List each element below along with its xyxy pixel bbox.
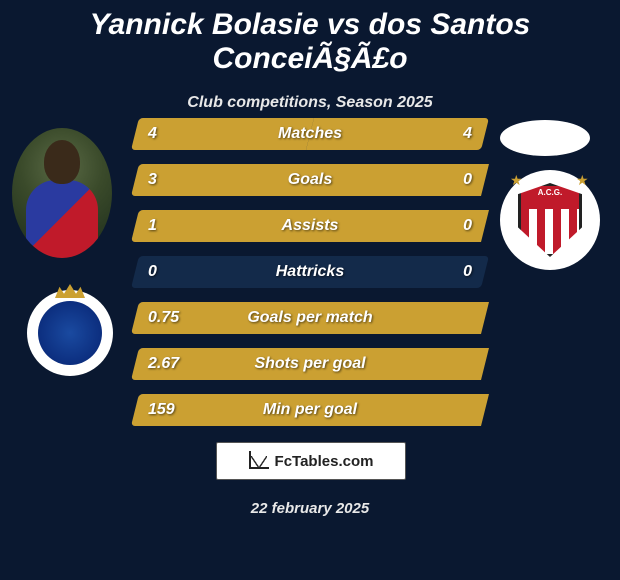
- stat-value-left: 159: [148, 394, 175, 426]
- stat-label: Goals per match: [0, 302, 620, 334]
- stat-value-left: 3: [148, 164, 157, 196]
- page-title: Yannick Bolasie vs dos Santos ConceiÃ§Ã£…: [0, 0, 620, 76]
- chart-icon: [249, 451, 269, 471]
- stat-value-left: 0.75: [148, 302, 179, 334]
- attribution-label: FcTables.com: [275, 453, 374, 470]
- stat-label: Min per goal: [0, 394, 620, 426]
- stat-value-left: 0: [148, 256, 157, 288]
- stat-value-right: 0: [463, 210, 472, 242]
- stat-label: Goals: [0, 164, 620, 196]
- stat-value-right: 4: [463, 118, 472, 150]
- page-subtitle: Club competitions, Season 2025: [0, 94, 620, 112]
- comparison-card: Yannick Bolasie vs dos Santos ConceiÃ§Ã£…: [0, 0, 620, 580]
- stats-area: Matches44Goals30Assists10Hattricks00Goal…: [0, 118, 620, 440]
- stat-value-left: 1: [148, 210, 157, 242]
- stat-label: Matches: [0, 118, 620, 150]
- stat-label: Hattricks: [0, 256, 620, 288]
- date-label: 22 february 2025: [0, 500, 620, 517]
- stat-label: Shots per goal: [0, 348, 620, 380]
- stat-value-right: 0: [463, 164, 472, 196]
- attribution-box[interactable]: FcTables.com: [216, 442, 406, 480]
- stat-row: Min per goal159: [0, 394, 620, 440]
- stat-value-left: 2.67: [148, 348, 179, 380]
- stat-row: Assists1 0: [0, 210, 620, 256]
- stat-value-left: 4: [148, 118, 157, 150]
- stat-row: Goals3 0: [0, 164, 620, 210]
- stat-row: Matches4 4: [0, 118, 620, 164]
- stat-row: Hattricks0 0: [0, 256, 620, 302]
- stat-row: Goals per match0.75: [0, 302, 620, 348]
- stat-label: Assists: [0, 210, 620, 242]
- stat-row: Shots per goal2.67: [0, 348, 620, 394]
- stat-value-right: 0: [463, 256, 472, 288]
